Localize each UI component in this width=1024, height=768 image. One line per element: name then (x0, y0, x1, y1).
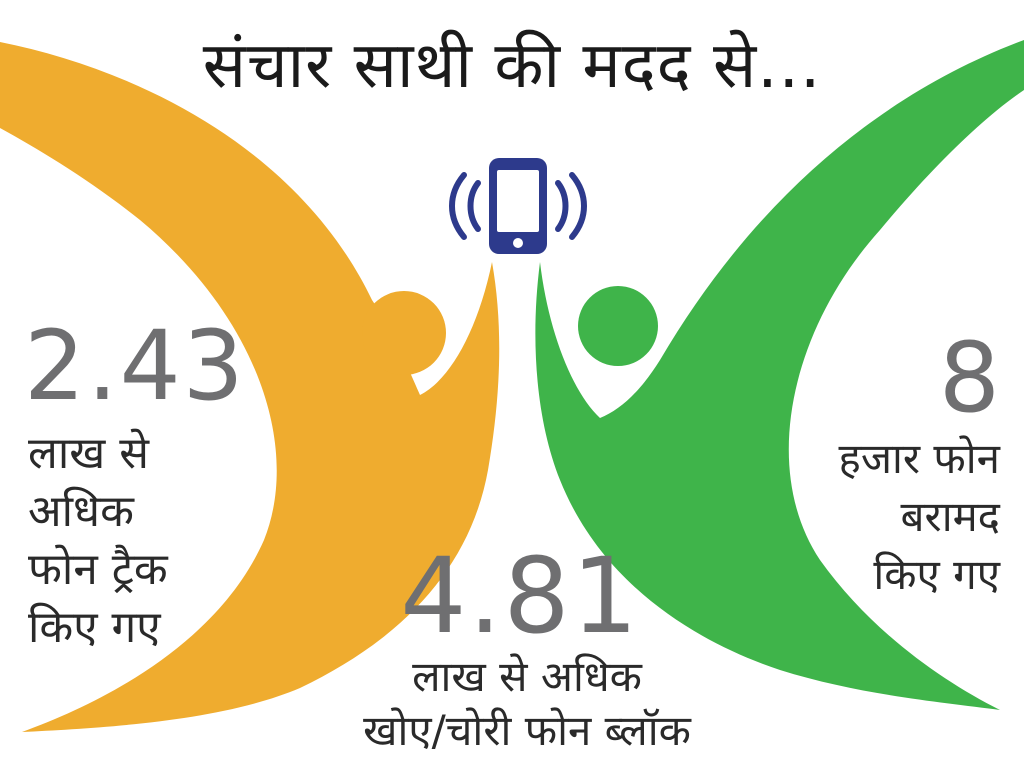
stat-left-line: किए गए (28, 602, 161, 653)
stat-right-line: किए गए (873, 550, 1000, 599)
right-figure-head (578, 286, 658, 366)
left-figure (0, 42, 500, 732)
stat-left-description: लाख से अधिक फोन ट्रैक किए गए (28, 425, 228, 657)
stat-center-description: लाख से अधिक खोए/चोरी फोन ब्लॉक (0, 650, 1024, 758)
stat-right-line: बरामद (900, 492, 1000, 541)
stat-center-line: लाख से अधिक (412, 652, 642, 701)
stat-center-line: खोए/चोरी फोन ब्लॉक (363, 706, 691, 755)
stat-left-line: अधिक (28, 486, 134, 537)
left-figure-body (0, 42, 500, 732)
right-figure-body (535, 40, 1024, 710)
stat-left-value: 2.43 (24, 310, 246, 422)
stat-right-line: हजार फोन (838, 434, 1000, 483)
phone-vibrating-icon (449, 158, 587, 254)
stat-left-line: लाख से (28, 428, 149, 479)
stat-left-line: फोन ट्रैक (28, 544, 168, 595)
stat-right-value: 8 (938, 322, 1000, 434)
stat-center-value: 4.81 (400, 535, 640, 657)
stat-right-description: हजार फोन बरामद किए गए (770, 430, 1000, 604)
left-figure-head (362, 291, 446, 375)
page-title: संचार साथी की मदद से... (202, 29, 822, 103)
right-figure (535, 40, 1024, 710)
